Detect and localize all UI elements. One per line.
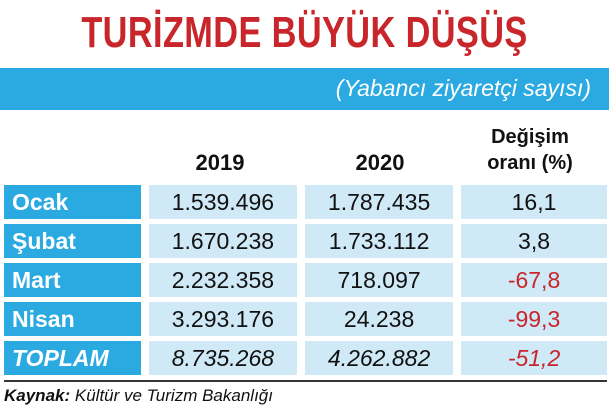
value-2020: 4.262.882 <box>304 341 454 375</box>
change-rate-header-line1: Değişim <box>491 126 569 148</box>
column-header-change-rate: Değişim oranı (%) <box>460 124 600 176</box>
source-text: Kültür ve Turizm Bakanlığı <box>74 386 273 405</box>
data-table: Ocak 1.539.496 1.787.435 16,1 Şubat 1.670.238… <box>4 180 607 380</box>
change-rate-value: -67,8 <box>461 263 607 297</box>
subtitle-bar: (Yabancı ziyaretçi sayısı) <box>0 68 609 110</box>
cell-gap <box>453 263 462 297</box>
cell-gap <box>453 185 462 219</box>
change-rate-header-line2: oranı (%) <box>487 152 573 174</box>
cell-gap <box>140 224 149 258</box>
cell-gap <box>453 302 462 336</box>
cell-gap <box>297 302 305 336</box>
row-label: TOPLAM <box>4 341 141 375</box>
source-label: Kaynak: <box>4 386 71 405</box>
value-2019: 3.293.176 <box>148 302 298 336</box>
table-row: Şubat 1.670.238 1.733.112 3,8 <box>4 224 607 258</box>
row-label: Şubat <box>4 224 141 258</box>
cell-gap <box>453 341 462 375</box>
row-label: Nisan <box>4 302 141 336</box>
cell-gap <box>453 224 462 258</box>
change-rate-value: 3,8 <box>461 224 607 258</box>
table-row: TOPLAM 8.735.268 4.262.882 -51,2 <box>4 341 607 375</box>
cell-gap <box>140 341 149 375</box>
row-label: Mart <box>4 263 141 297</box>
cell-gap <box>140 185 149 219</box>
value-2019: 8.735.268 <box>148 341 298 375</box>
change-rate-value: -99,3 <box>461 302 607 336</box>
cell-gap <box>140 263 149 297</box>
cell-gap <box>297 263 305 297</box>
change-rate-value: 16,1 <box>461 185 607 219</box>
table-row: Ocak 1.539.496 1.787.435 16,1 <box>4 185 607 219</box>
value-2020: 1.787.435 <box>304 185 454 219</box>
change-rate-value: -51,2 <box>461 341 607 375</box>
cell-gap <box>297 185 305 219</box>
cell-gap <box>297 224 305 258</box>
column-header-2019: 2019 <box>195 150 245 175</box>
value-2019: 1.539.496 <box>148 185 298 219</box>
value-2020: 1.733.112 <box>304 224 454 258</box>
value-2019: 1.670.238 <box>148 224 298 258</box>
column-header-2020: 2020 <box>355 150 405 175</box>
cell-gap <box>140 302 149 336</box>
value-2020: 718.097 <box>304 263 454 297</box>
table-row: Nisan 3.293.176 24.238 -99,3 <box>4 302 607 336</box>
value-2019: 2.232.358 <box>148 263 298 297</box>
page-title: TURİZMDE BÜYÜK DÜŞÜŞ <box>81 8 528 57</box>
source-note: Kaynak: Kültür ve Turizm Bakanlığı <box>4 386 273 406</box>
table-row: Mart 2.232.358 718.097 -67,8 <box>4 263 607 297</box>
row-label: Ocak <box>4 185 141 219</box>
value-2020: 24.238 <box>304 302 454 336</box>
footer-divider <box>4 380 607 382</box>
cell-gap <box>297 341 305 375</box>
subtitle: (Yabancı ziyaretçi sayısı) <box>335 75 591 101</box>
